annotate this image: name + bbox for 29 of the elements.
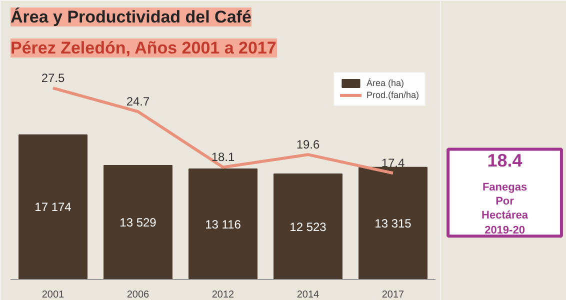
bar xyxy=(274,174,342,280)
data-label: 18.1 xyxy=(211,150,236,164)
bar xyxy=(18,134,88,280)
text: Hectárea xyxy=(482,209,529,222)
data-label: 27.5 xyxy=(41,71,66,86)
x-tick-label: 2012 xyxy=(212,290,235,300)
data-label: 17 174 xyxy=(34,200,72,214)
data-label: 13 315 xyxy=(374,216,412,230)
text: 2019-20 xyxy=(484,224,525,237)
chart-subtitle: Pérez Zeledón, Años 2001 a 2017 xyxy=(10,38,276,58)
bar xyxy=(358,166,428,280)
bar xyxy=(188,168,258,280)
x-tick-label: 2014 xyxy=(296,290,320,300)
data-label: 19.6 xyxy=(296,138,320,152)
x-tick-label: 2001 xyxy=(42,290,65,300)
data-label: 17.4 xyxy=(381,156,406,170)
text: Por xyxy=(496,195,515,208)
bar xyxy=(104,165,172,280)
data-label: 24.7 xyxy=(126,94,150,109)
x-tick-label: 2006 xyxy=(126,290,150,300)
text: 18.4 xyxy=(487,150,522,171)
data-label: 13 116 xyxy=(205,217,242,232)
data-label: 12 523 xyxy=(290,220,327,234)
x-tick-label: 2017 xyxy=(382,290,405,300)
text: Fanegas xyxy=(482,181,528,194)
legend-label: Prod.(fan/ha) xyxy=(366,90,419,100)
chart-title: Área y Productividad del Café xyxy=(10,6,252,26)
data-label: 13 529 xyxy=(120,216,157,230)
legend-label: Área (ha) xyxy=(366,78,404,88)
